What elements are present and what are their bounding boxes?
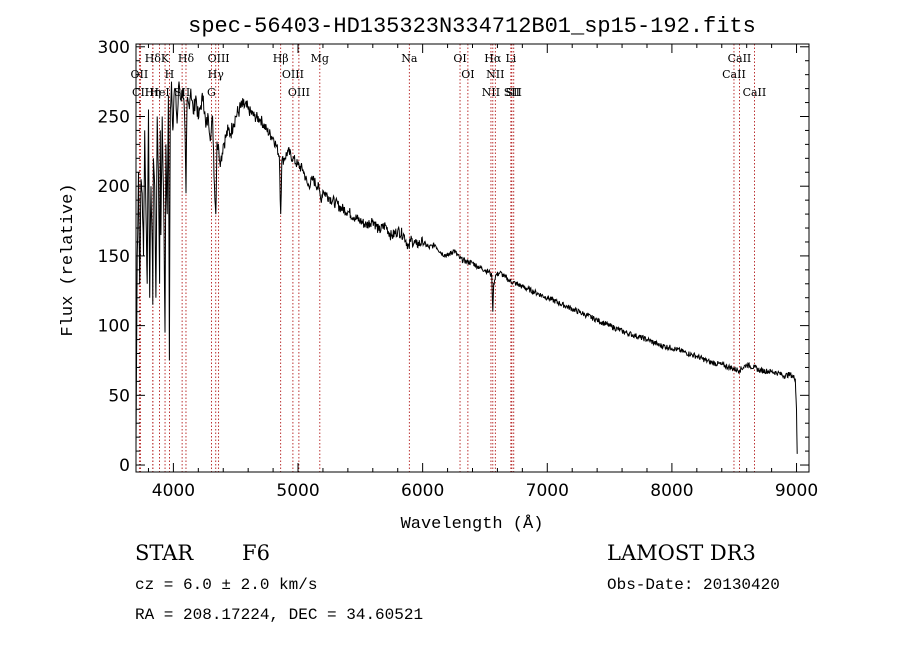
plot-frame [135,43,810,473]
y-axis: 0 50 100 150 200 250 300 [98,38,809,476]
x-axis-label: Wavelength (Å) [401,515,544,534]
y-tick-label: 150 [98,247,130,267]
line-label: K [161,52,170,65]
line-label: Hβ [273,52,289,65]
line-label: CaII [728,52,752,65]
line-label: NII [482,86,500,99]
y-tick-label: 200 [98,177,130,197]
object-subclass: F6 [242,541,270,565]
x-tick-label: 7000 [526,481,569,501]
line-label: OI [461,68,474,81]
y-tick-label: 300 [98,38,130,58]
x-tick-label: 8000 [650,481,693,501]
line-label: SII [504,86,520,99]
line-label: Hη [145,86,161,99]
line-label: CaII [743,86,767,99]
line-label: OI [453,52,466,65]
spectrum-series [135,81,798,454]
line-label: Hδ [178,52,195,65]
x-tick-label: 6000 [401,481,444,501]
line-label: OIII [288,86,310,99]
line-label: NII [486,68,504,81]
y-tick-label: 50 [108,386,130,406]
line-label: HeI [149,86,169,99]
y-tick-label: 0 [119,456,130,476]
y-axis-label: Flux (relative) [59,183,78,336]
redshift-info: cz = 6.0 ± 2.0 km/s [135,576,317,594]
line-label: Na [401,52,418,65]
y-tick-label: 100 [98,317,130,337]
chart-title: spec-56403-HD135323N334712B01_sp15-192.f… [188,14,756,39]
object-class: STAR [135,541,194,565]
line-label: Hγ [208,68,225,81]
obs-date: Obs-Date: 20130420 [607,576,780,594]
x-tick-label: 9000 [775,481,818,501]
line-label: Hα [484,52,502,65]
survey-name: LAMOST DR3 [607,541,756,565]
line-label: Hδ [145,52,162,65]
coordinates: RA = 208.17224, DEC = 34.60521 [135,606,423,624]
line-label: G [207,86,216,99]
line-label: OIII [282,68,304,81]
line-label: OIII [208,52,230,65]
line-markers [138,44,755,472]
line-label: CaII [722,68,746,81]
line-label: SII [506,86,522,99]
line-label: H [165,68,175,81]
line-label: Mg [311,52,329,65]
line-label: Li [505,52,516,65]
x-axis: 4000 5000 6000 7000 8000 9000 [147,44,818,501]
x-tick-label: 5000 [276,481,319,501]
y-tick-label: 250 [98,107,130,127]
x-tick-label: 4000 [152,481,195,501]
